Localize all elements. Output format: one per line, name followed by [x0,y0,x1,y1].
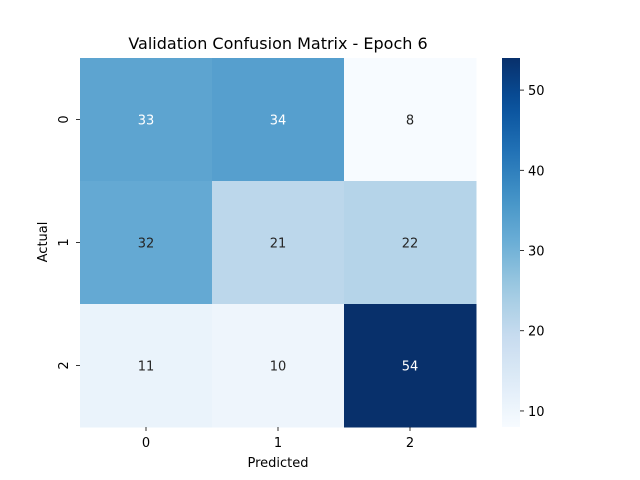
y-tick-label: 1 [57,238,72,246]
cell-value-label: 21 [270,237,287,252]
y-axis-label: Actual [36,222,51,263]
y-tick-label: 2 [57,361,72,369]
heatmap-cell [344,58,477,182]
x-axis-ticks: 0 1 2 [142,427,414,451]
heatmap-cell [344,181,477,305]
cell-value-label: 32 [138,237,155,252]
cell-value-label: 10 [270,360,287,375]
cell-value-label: 54 [402,360,419,375]
cell-value-label: 8 [406,114,414,129]
x-axis-label: Predicted [247,456,308,471]
colorbar-ticks: 10 20 30 40 50 [520,84,545,420]
heatmap-cell-labels: 33 34 8 32 21 22 11 10 54 [138,114,419,375]
y-axis-ticks: 0 1 2 [57,115,80,370]
chart-title: Validation Confusion Matrix - Epoch 6 [128,34,427,53]
x-tick-label: 0 [142,436,150,451]
colorbar-tick-label: 10 [528,405,545,420]
heatmap-cell [212,304,345,428]
heatmap-cell [212,58,345,182]
colorbar [502,58,520,427]
cell-value-label: 34 [270,114,287,129]
cell-value-label: 33 [138,114,155,129]
colorbar-tick-label: 30 [528,245,545,260]
colorbar-tick-label: 20 [528,325,545,340]
colorbar-tick-label: 40 [528,164,545,179]
y-tick-label: 0 [57,115,72,123]
heatmap-cell [80,181,213,305]
heatmap-cell [80,58,213,182]
heatmap-cells [80,58,477,428]
colorbar-tick-label: 50 [528,84,545,99]
cell-value-label: 22 [402,237,419,252]
heatmap-cell [212,181,345,305]
x-tick-label: 1 [274,436,282,451]
heatmap-cell [80,304,213,428]
heatmap-cell [344,304,477,428]
cell-value-label: 11 [138,360,155,375]
x-tick-label: 2 [406,436,414,451]
